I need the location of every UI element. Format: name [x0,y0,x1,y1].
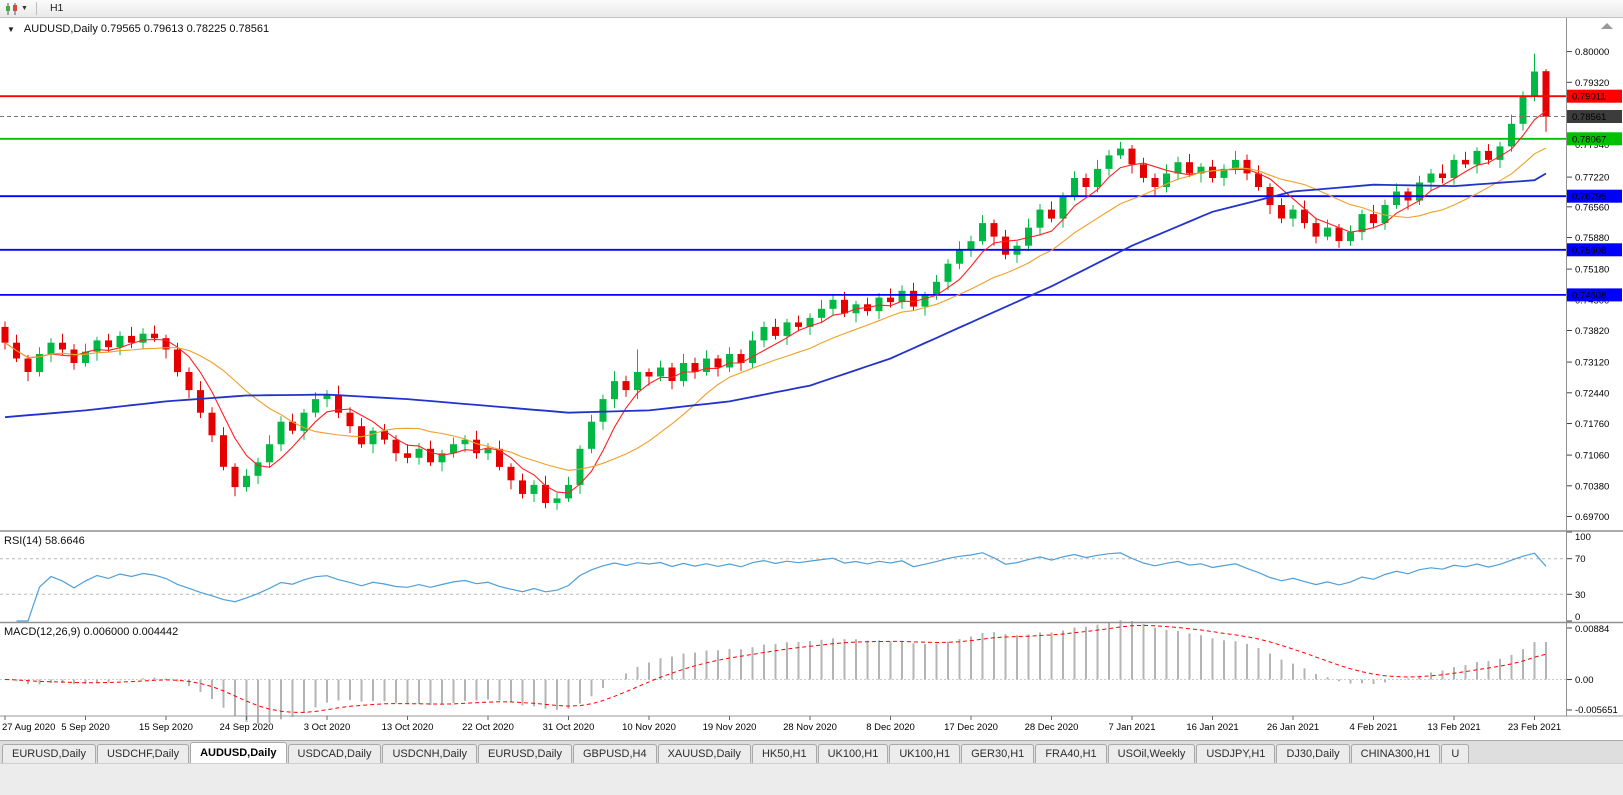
svg-text:0.75880: 0.75880 [1575,233,1609,244]
svg-text:31 Oct 2020: 31 Oct 2020 [543,722,595,733]
svg-text:0.76795: 0.76795 [1572,192,1606,203]
svg-text:15 Sep 2020: 15 Sep 2020 [139,722,193,733]
timeframe-button-h1[interactable]: H1 [49,2,64,14]
chart-tab-14[interactable]: USDJPY,H1 [1196,744,1276,763]
horizontal-lines[interactable] [0,95,1566,296]
macd-pane[interactable] [0,620,1566,724]
svg-text:0.71760: 0.71760 [1575,419,1609,430]
chart-tab-12[interactable]: FRA40,H1 [1035,744,1107,763]
chart-tab-3[interactable]: USDCAD,Daily [287,744,382,763]
svg-text:10 Nov 2020: 10 Nov 2020 [622,722,676,733]
svg-text:5 Sep 2020: 5 Sep 2020 [61,722,110,733]
date-axis: 27 Aug 2020 5 Sep 2020 15 Sep 2020 24 Sep 2… [0,715,1623,733]
chart-tab-0[interactable]: EURUSD,Daily [2,744,96,763]
price-chart-canvas[interactable]: 27 Aug 2020 5 Sep 2020 15 Sep 2020 24 Sep 2… [0,18,1623,740]
svg-text:0.78067: 0.78067 [1572,134,1606,145]
svg-text:8 Dec 2020: 8 Dec 2020 [866,722,915,733]
svg-text:70: 70 [1575,554,1586,565]
chart-tab-2[interactable]: AUDUSD,Daily [190,742,287,763]
timeframe-toolbar: ▼ M1M5M15M30H1H4D1W1MN [0,0,1623,82]
status-bar [0,763,1623,795]
chart-tab-7[interactable]: XAUUSD,Daily [657,744,751,763]
toolbar-separator [35,2,37,15]
chart-tab-10[interactable]: UK100,H1 [889,744,961,763]
svg-text:0.79320: 0.79320 [1575,78,1609,89]
chart-tab-13[interactable]: USOil,Weekly [1107,744,1196,763]
svg-text:0.78561: 0.78561 [1572,112,1606,123]
chart-tab-4[interactable]: USDCNH,Daily [382,744,478,763]
svg-text:0.75180: 0.75180 [1575,265,1609,276]
svg-text:13 Feb 2021: 13 Feb 2021 [1427,722,1480,733]
svg-text:0.74608: 0.74608 [1572,290,1606,301]
svg-text:0.73820: 0.73820 [1575,326,1609,337]
svg-text:0.72440: 0.72440 [1575,388,1609,399]
chart-tab-11[interactable]: GER30,H1 [961,744,1035,763]
svg-text:0.80000: 0.80000 [1575,47,1609,58]
chart-tab-6[interactable]: GBPUSD,H4 [573,744,657,763]
svg-text:23 Feb 2021: 23 Feb 2021 [1508,722,1561,733]
svg-text:28 Dec 2020: 28 Dec 2020 [1025,722,1079,733]
svg-text:26 Jan 2021: 26 Jan 2021 [1267,722,1319,733]
svg-text:19 Nov 2020: 19 Nov 2020 [703,722,757,733]
chart-tab-17[interactable]: U [1441,744,1470,763]
svg-text:0.00: 0.00 [1575,675,1594,686]
chart-type-icon[interactable] [5,2,19,15]
svg-text:30: 30 [1575,590,1586,601]
svg-text:0.70380: 0.70380 [1575,481,1609,492]
svg-text:0.77220: 0.77220 [1575,173,1609,184]
svg-text:0: 0 [1575,612,1580,623]
chart-shift-marker[interactable] [1601,23,1613,29]
svg-text:0.77940: 0.77940 [1575,140,1609,151]
chart-dropdown-caret[interactable]: ▼ [21,5,28,12]
svg-text:0.75608: 0.75608 [1572,245,1606,256]
svg-text:27 Aug 2020: 27 Aug 2020 [2,722,55,733]
svg-text:0.76560: 0.76560 [1575,202,1609,213]
svg-text:7 Jan 2021: 7 Jan 2021 [1108,722,1155,733]
svg-text:22 Oct 2020: 22 Oct 2020 [462,722,514,733]
svg-text:17 Dec 2020: 17 Dec 2020 [944,722,998,733]
svg-text:13 Oct 2020: 13 Oct 2020 [382,722,434,733]
svg-text:0.71060: 0.71060 [1575,451,1609,462]
candlestick-series [1,53,1550,510]
svg-text:0.79011: 0.79011 [1572,92,1606,103]
svg-text:0.69700: 0.69700 [1575,512,1609,523]
chart-tab-5[interactable]: EURUSD,Daily [478,744,572,763]
price-tags: 0.79011 0.78067 0.76795 0.75608 0.74608 0.785… [1567,89,1622,302]
chart-tab-bar: EURUSD,Daily USDCHF,Daily AUDUSD,Daily USDC… [0,740,1623,763]
svg-text:16 Jan 2021: 16 Jan 2021 [1186,722,1238,733]
chart-tab-16[interactable]: CHINA300,H1 [1350,744,1441,763]
svg-text:0.73120: 0.73120 [1575,358,1609,369]
chart-tab-8[interactable]: HK50,H1 [751,744,817,763]
svg-text:4 Feb 2021: 4 Feb 2021 [1349,722,1397,733]
chart-tab-1[interactable]: USDCHF,Daily [96,744,190,763]
chart-area[interactable]: 27 Aug 2020 5 Sep 2020 15 Sep 2020 24 Sep 2… [0,18,1623,740]
svg-text:100: 100 [1575,532,1591,543]
svg-text:3 Oct 2020: 3 Oct 2020 [304,722,350,733]
chart-tab-9[interactable]: UK100,H1 [817,744,889,763]
svg-text:28 Nov 2020: 28 Nov 2020 [783,722,837,733]
rsi-pane[interactable] [0,552,1566,622]
svg-text:0.00884: 0.00884 [1575,624,1609,635]
moving-average-lines [4,110,1547,494]
price-scale[interactable]: 0.80000 0.79320 0.77940 0.77220 0.76560 0.758… [1567,47,1618,716]
svg-text:-0.005651: -0.005651 [1575,705,1618,716]
chart-tab-15[interactable]: DJ30,Daily [1276,744,1350,763]
svg-text:24 Sep 2020: 24 Sep 2020 [220,722,274,733]
